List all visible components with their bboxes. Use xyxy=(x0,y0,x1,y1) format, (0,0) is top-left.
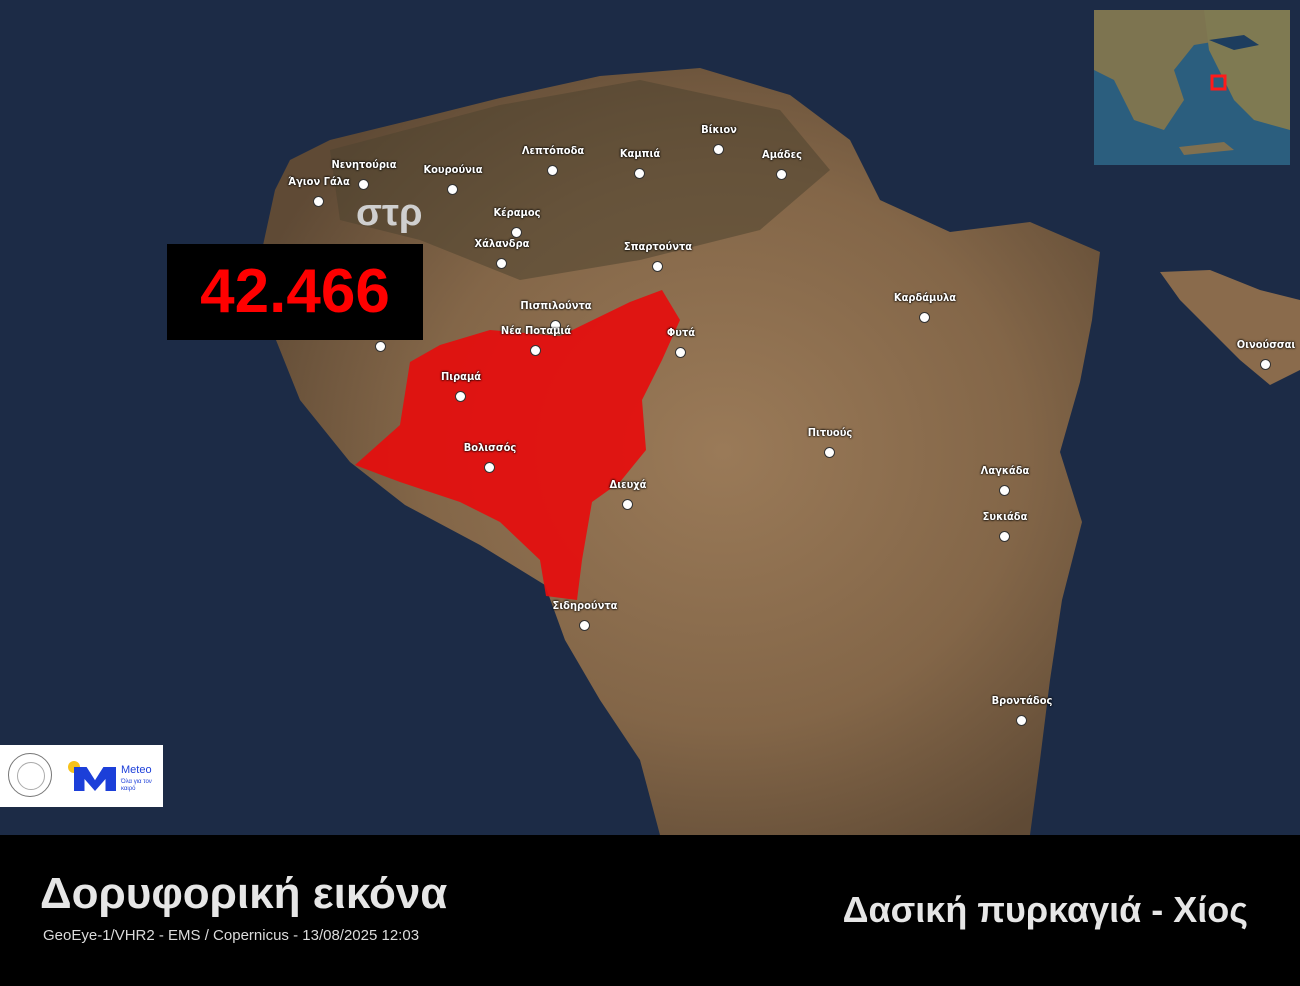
town-label: Βολισσός xyxy=(463,441,517,454)
burned-area xyxy=(355,290,680,600)
town-dot-icon xyxy=(999,485,1010,496)
town-dot-icon xyxy=(1016,715,1027,726)
town-label: Διευχά xyxy=(609,478,647,491)
town-label: Κέραμος xyxy=(493,206,541,219)
town-label: Βροντάδος xyxy=(991,694,1053,707)
town-label: Πιτυούς xyxy=(807,426,853,439)
town-dot-icon xyxy=(622,499,633,510)
town-label: Νενητούρια xyxy=(331,158,397,171)
town-dot-icon xyxy=(652,261,663,272)
map-background xyxy=(262,68,1300,835)
town-dot-icon xyxy=(1260,359,1271,370)
town-label: Πισπιλούντα xyxy=(520,299,592,312)
town-label: Συκιάδα xyxy=(982,510,1028,523)
island-oinousses xyxy=(1160,270,1300,385)
meteo-logo-name: Meteo xyxy=(121,764,152,776)
island-north-dark xyxy=(330,80,830,280)
town-dot-icon xyxy=(713,144,724,155)
inset-greece-mainland xyxy=(1094,10,1224,130)
town-label: Άγιον Γάλα xyxy=(288,175,350,188)
satellite-map: Άγιον Γάλα Νενητούρια Κουρούνια Λεπτόποδα Κα… xyxy=(0,0,1300,835)
inset-marmara xyxy=(1209,35,1259,50)
town-dot-icon xyxy=(919,312,930,323)
town-label: Χάλανδρα xyxy=(474,237,530,250)
town-dot-icon xyxy=(675,347,686,358)
meteo-logo-m xyxy=(74,767,116,791)
footer-bar: Δορυφορική εικόνα GeoEye-1/VHR2 - EMS / … xyxy=(0,835,1300,986)
town-label: Λεπτόποδα xyxy=(521,144,585,157)
town-dot-icon xyxy=(496,258,507,269)
town-label: Οινούσσαι xyxy=(1236,338,1296,351)
logos-panel: Meteo Όλα για τον καιρό xyxy=(0,745,163,807)
footer-source: GeoEye-1/VHR2 - EMS / Copernicus - 13/08… xyxy=(43,927,420,944)
town-dot-icon xyxy=(824,447,835,458)
town-label: Λαγκάδα xyxy=(980,464,1030,477)
footer-title: Δορυφορική εικόνα xyxy=(40,869,448,918)
town-dot-icon xyxy=(455,391,466,402)
burned-area-box: 42.466 xyxy=(167,244,423,340)
town-dot-icon xyxy=(999,531,1010,542)
town-label: Σπαρτούντα xyxy=(623,240,693,253)
inset-svg xyxy=(1094,10,1290,155)
locator-inset-map xyxy=(1094,10,1290,165)
town-label: Κουρούνια xyxy=(423,163,483,176)
town-label: Καμπιά xyxy=(619,147,661,160)
town-dot-icon xyxy=(447,184,458,195)
town-label: Σιδηρούντα xyxy=(552,599,618,612)
footer-event: Δασική πυρκαγιά - Χίος xyxy=(842,889,1248,930)
town-dot-icon xyxy=(579,620,590,631)
town-dot-icon xyxy=(358,179,369,190)
town-label: Πιραμά xyxy=(440,370,482,383)
town-dot-icon xyxy=(511,227,522,238)
town-label: Φυτά xyxy=(666,326,696,339)
town-dot-icon xyxy=(776,169,787,180)
inset-crete xyxy=(1179,142,1234,155)
town-dot-icon xyxy=(375,341,386,352)
observatory-seal-logo xyxy=(8,753,52,797)
inset-turkey xyxy=(1204,10,1290,130)
burned-area-unit: στρ xyxy=(356,192,423,234)
town-label: Καρδάμυλα xyxy=(893,291,957,304)
town-dot-icon xyxy=(313,196,324,207)
town-label: Βίκιον xyxy=(701,123,737,136)
inset-highlight xyxy=(1210,74,1227,91)
burned-area-value: 42.466 xyxy=(200,257,390,326)
meteo-logo-tagline: Όλα για τον καιρό xyxy=(121,779,152,792)
town-label: Νέα Ποταμιά xyxy=(500,324,572,337)
town-dot-icon xyxy=(634,168,645,179)
town-dot-icon xyxy=(550,320,561,331)
town-dot-icon xyxy=(484,462,495,473)
town-label: Αμάδες xyxy=(762,148,802,161)
town-dot-icon xyxy=(530,345,541,356)
town-dot-icon xyxy=(547,165,558,176)
